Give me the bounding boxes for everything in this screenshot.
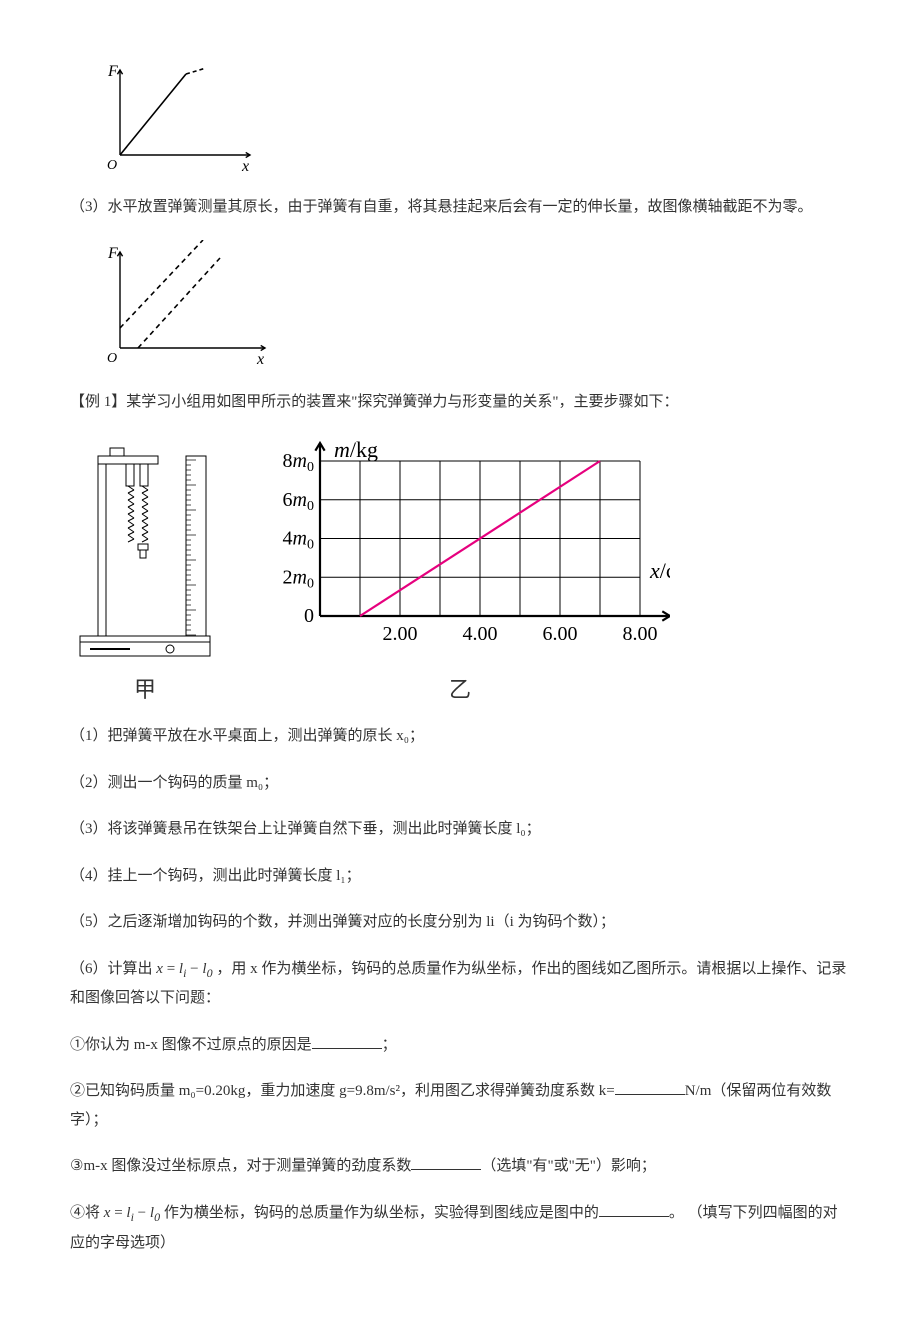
paragraph-3: （3）水平放置弹簧测量其原长，由于弹簧有自重，将其悬挂起来后会有一定的伸长量，故… [70,193,850,222]
svg-text:2.00: 2.00 [383,623,418,645]
step-2: （2）测出一个钩码的质量 m₀； [70,769,850,798]
step-4: （4）挂上一个钩码，测出此时弹簧长度 l₁； [70,862,850,891]
question-4: ④将 x = li − l0 作为横坐标，钩码的总质量作为纵坐标，实验得到图线应… [70,1199,850,1257]
step-3: （3）将该弹簧悬吊在铁架台上让弹簧自然下垂，测出此时弹簧长度 l₀； [70,815,850,844]
svg-text:8m0: 8m0 [283,450,314,475]
svg-text:O: O [107,351,117,366]
step-6-pre: （6）计算出 [70,961,156,977]
figure-2-svg: Fx O [70,240,290,370]
q4-blank[interactable] [599,1201,669,1217]
figure-2-container: Fx O [70,240,850,370]
chart-col: m/kg x/cm 0 2m0 4m0 6m0 8m0 2.00 4.00 6.00 8.00 乙 [250,436,670,704]
q2-blank[interactable] [615,1079,685,1095]
svg-text:x/cm: x/cm [649,558,670,583]
svg-text:6m0: 6m0 [283,489,314,514]
q1-post: ； [382,1037,397,1053]
q4-minus: − [134,1205,150,1221]
apparatus-col: 甲 [70,436,220,704]
svg-text:x: x [241,158,249,175]
svg-text:4m0: 4m0 [283,528,314,553]
figure-1-svg: Fx O [70,60,270,175]
apparatus-svg [70,436,220,666]
step-1: （1）把弹簧平放在水平桌面上，测出弹簧的原长 x₀； [70,722,850,751]
q4-eq: = [110,1205,126,1221]
question-2: ②已知钩码质量 m₀=0.20kg，重力加速度 g=9.8m/s²，利用图乙求得… [70,1077,850,1134]
q3-pre: ③m-x 图像没过坐标原点，对于测量弹簧的劲度系数 [70,1158,411,1174]
q1-pre: ①你认为 m-x 图像不过原点的原因是 [70,1037,312,1053]
svg-text:2m0: 2m0 [283,566,314,591]
chart-row: 甲 m/kg x/cm 0 2m0 4m0 6m0 8m0 2.00 4.00 6.00 8.00 … [70,436,850,704]
svg-text:4.00: 4.00 [463,623,498,645]
svg-text:0: 0 [304,605,314,627]
f-x: x [156,961,163,977]
q3-post: （选填"有"或"无"）影响； [481,1158,656,1174]
f-minus: − [186,961,202,977]
figure-1-container: Fx O [70,60,850,175]
question-3: ③m-x 图像没过坐标原点，对于测量弹簧的劲度系数 （选填"有"或"无"）影响； [70,1152,850,1181]
svg-text:m/kg: m/kg [334,437,378,462]
apparatus-label: 甲 [70,672,220,704]
step-5: （5）之后逐渐增加钩码的个数，并测出弹簧对应的长度分别为 li（i 为钩码个数）… [70,908,850,937]
q4-mid: 作为横坐标，钩码的总质量作为纵坐标，实验得到图线应是图中的 [160,1205,599,1221]
svg-text:x: x [256,351,264,368]
chart-label: 乙 [250,672,670,704]
q1-blank[interactable] [312,1033,382,1049]
svg-text:F: F [107,245,118,262]
svg-text:8.00: 8.00 [623,623,658,645]
example-1-intro: 【例 1】某学习小组用如图甲所示的装置来"探究弹簧弹力与形变量的关系"，主要步骤… [70,388,850,417]
step-6: （6）计算出 x = li − l0 ，用 x 作为横坐标，钩码的总质量作为纵坐… [70,955,850,1013]
q3-blank[interactable] [411,1154,481,1170]
question-1: ①你认为 m-x 图像不过原点的原因是 ； [70,1031,850,1060]
svg-text:O: O [107,158,117,173]
svg-text:F: F [107,63,118,80]
q4-pre: ④将 [70,1205,104,1221]
svg-text:6.00: 6.00 [543,623,578,645]
f-eq: = [163,961,179,977]
q2-pre: ②已知钩码质量 m₀=0.20kg，重力加速度 g=9.8m/s²，利用图乙求得… [70,1083,615,1099]
chart-svg: m/kg x/cm 0 2m0 4m0 6m0 8m0 2.00 4.00 6.00 8.00 [250,436,670,666]
